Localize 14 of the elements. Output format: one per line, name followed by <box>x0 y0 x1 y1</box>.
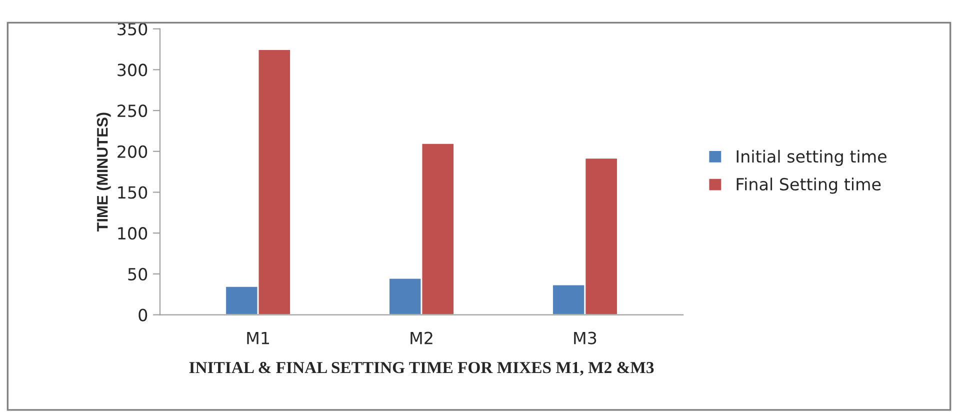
y-tick-label: 0 <box>138 308 148 322</box>
x-tick-label: M3 <box>574 332 596 344</box>
y-tick-label: 300 <box>118 64 148 76</box>
y-axis-title: TIME (MINUTES) <box>96 112 111 232</box>
x-axis-title: INITIAL & FINAL SETTING TIME FOR MIXES M1, M2 &M3 <box>189 362 654 376</box>
x-tick-label: M2 <box>410 332 432 344</box>
x-tick-label: M1 <box>247 332 270 344</box>
y-tick-label: 250 <box>118 104 148 118</box>
y-tick-label: 100 <box>118 227 148 240</box>
y-tick-label: 200 <box>118 145 148 158</box>
y-tick-label: 150 <box>118 186 148 199</box>
legend-label: Initial setting time <box>736 150 886 166</box>
y-tick-label: 50 <box>128 268 148 280</box>
legend-label: Final Setting time <box>736 178 881 194</box>
